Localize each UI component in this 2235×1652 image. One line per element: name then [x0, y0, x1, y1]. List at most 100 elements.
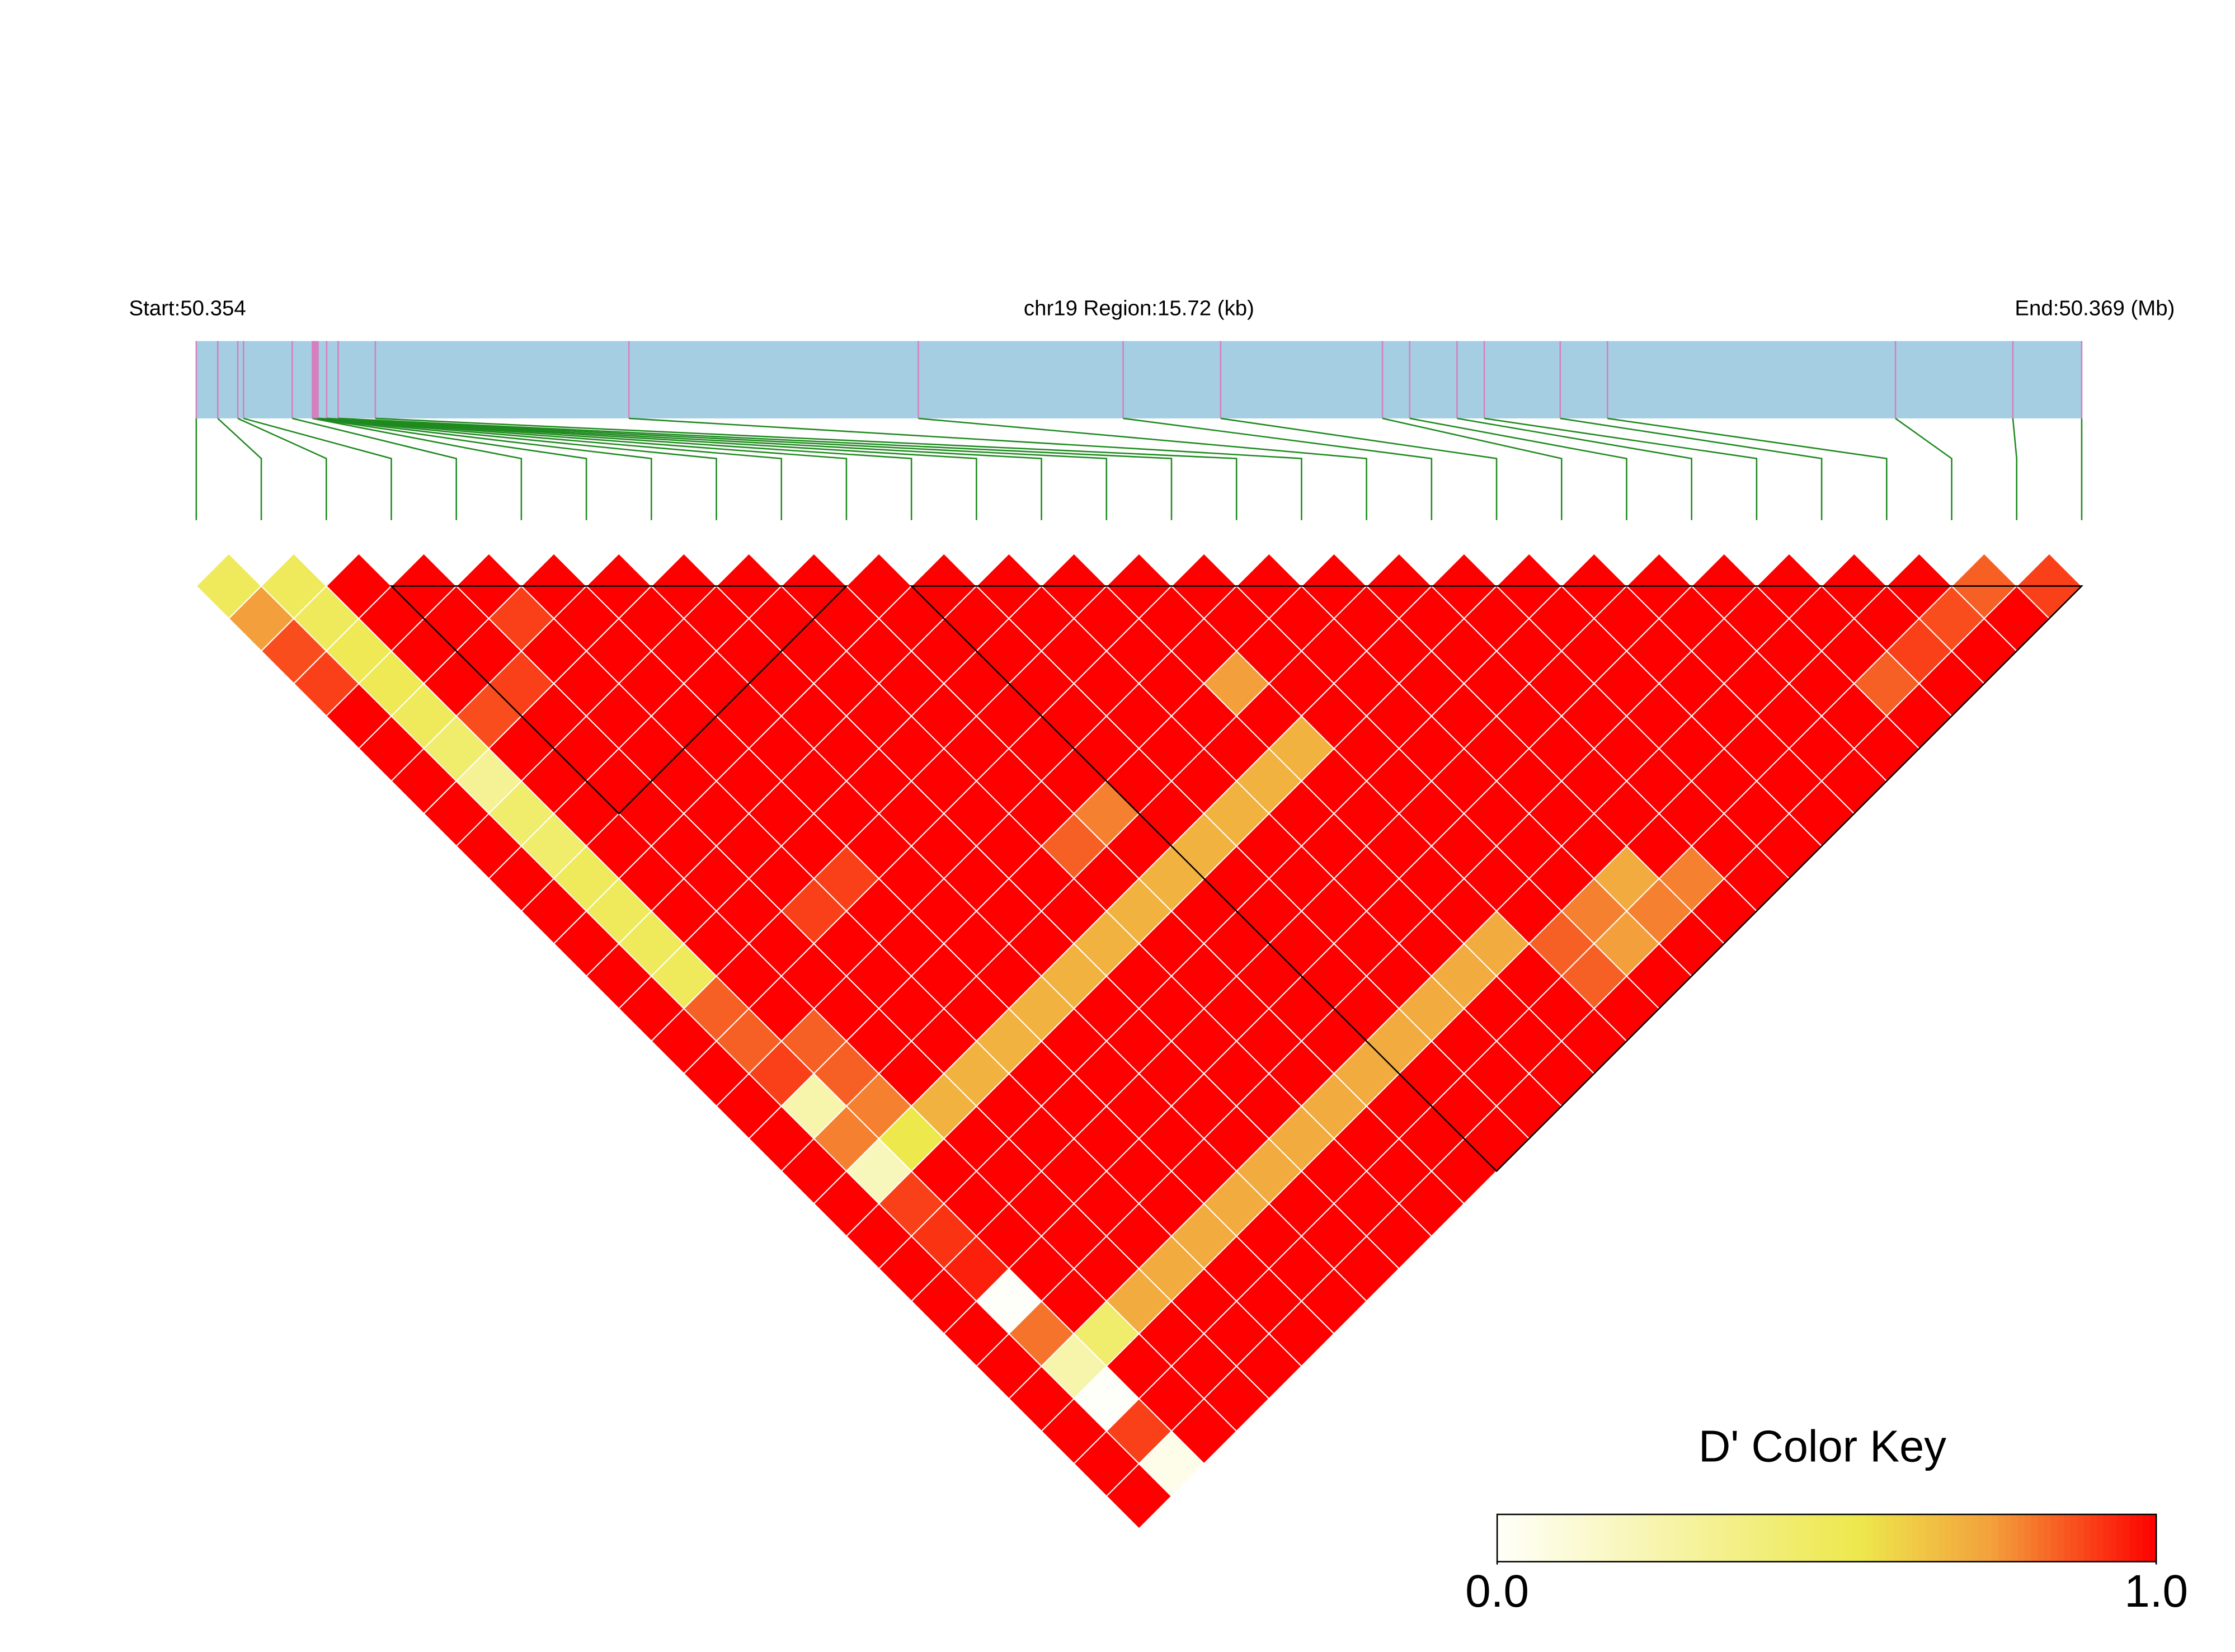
color-key-swatch: [1662, 1514, 1669, 1562]
color-key-swatch: [2090, 1514, 2098, 1562]
snp-connector: [317, 417, 977, 520]
color-key-swatch: [1846, 1514, 1854, 1562]
color-key-swatch: [1635, 1514, 1643, 1562]
color-key-swatch: [1971, 1514, 1979, 1562]
snp-connector: [313, 417, 587, 520]
color-key-swatch: [1734, 1514, 1742, 1562]
snp-connector: [314, 417, 717, 520]
color-key-swatch: [1866, 1514, 1874, 1562]
color-key-swatch: [1767, 1514, 1775, 1562]
color-key-swatch: [1510, 1514, 1518, 1562]
color-key-swatch: [1609, 1514, 1617, 1562]
color-key-swatch: [1794, 1514, 1801, 1562]
color-key-swatch: [2031, 1514, 2039, 1562]
snp-connector: [292, 417, 457, 520]
color-key-swatch: [2110, 1514, 2118, 1562]
snp-connector: [1607, 417, 1888, 520]
color-key-swatch: [1761, 1514, 1768, 1562]
color-key-swatch: [1714, 1514, 1722, 1562]
color-key-swatch: [1965, 1514, 1973, 1562]
snp-connector: [1220, 417, 1498, 520]
color-key-swatch: [1899, 1514, 1907, 1562]
color-key-swatch: [1787, 1514, 1795, 1562]
color-key-swatch: [1642, 1514, 1650, 1562]
snp-connector: [326, 417, 1108, 520]
color-key-swatch: [2103, 1514, 2111, 1562]
color-key-swatch: [1530, 1514, 1537, 1562]
color-key-swatch: [1728, 1514, 1735, 1562]
color-key-swatch: [1820, 1514, 1828, 1562]
color-key-swatch: [1780, 1514, 1788, 1562]
color-key-swatch: [1563, 1514, 1570, 1562]
color-key-swatch: [1892, 1514, 1900, 1562]
color-key-swatch: [2083, 1514, 2091, 1562]
color-key-swatch: [2123, 1514, 2131, 1562]
color-key-swatch: [1984, 1514, 1992, 1562]
color-key-swatch: [1629, 1514, 1636, 1562]
color-key-swatch: [1695, 1514, 1702, 1562]
ld-block: [910, 585, 2084, 1173]
color-key-swatch: [1550, 1514, 1558, 1562]
color-key-swatch: [1556, 1514, 1564, 1562]
color-key-swatch: [1675, 1514, 1683, 1562]
color-key-swatch: [1536, 1514, 1544, 1562]
color-key-swatch: [1951, 1514, 1959, 1562]
color-key-swatch: [1938, 1514, 1946, 1562]
snp-connector: [375, 417, 1238, 520]
color-key-swatch: [1616, 1514, 1623, 1562]
color-key-swatch: [2116, 1514, 2124, 1562]
region-track: [196, 341, 2082, 418]
color-key-swatch: [1503, 1514, 1511, 1562]
color-key-swatch: [1754, 1514, 1762, 1562]
color-key-swatch: [1681, 1514, 1689, 1562]
color-key-swatch: [2044, 1514, 2052, 1562]
snp-connector: [1895, 417, 1952, 520]
color-key-swatch: [1708, 1514, 1715, 1562]
color-key-swatch: [1688, 1514, 1696, 1562]
color-key-swatch: [1773, 1514, 1781, 1562]
snp-connector: [316, 417, 848, 520]
snp-connector: [237, 417, 327, 520]
color-key-swatch: [1905, 1514, 1913, 1562]
color-key-swatch: [1919, 1514, 1926, 1562]
color-key-swatch: [1813, 1514, 1821, 1562]
snp-connector: [243, 417, 392, 520]
legend-title: D' Color Key: [1698, 1422, 1946, 1471]
snp-connector: [1457, 417, 1692, 520]
color-key-swatch: [2024, 1514, 2032, 1562]
color-key-swatch: [1860, 1514, 1867, 1562]
color-key-swatch: [1523, 1514, 1531, 1562]
snp-connector: [315, 417, 783, 520]
color-key-swatch: [1576, 1514, 1584, 1562]
snp-connector: [629, 417, 1302, 520]
snp-connector: [1409, 417, 1627, 520]
color-key-swatch: [1932, 1514, 1940, 1562]
snp-connector: [313, 417, 652, 520]
color-key-swatch: [1958, 1514, 1966, 1562]
color-key-swatch: [2149, 1514, 2157, 1562]
color-key-swatch: [1827, 1514, 1834, 1562]
color-key-swatch: [1839, 1514, 1847, 1562]
snp-connector: [918, 417, 1367, 520]
snp-connector: [312, 417, 523, 520]
color-key-swatch: [1517, 1514, 1524, 1562]
region-label: chr19 Region:15.72 (kb): [1024, 296, 1254, 320]
snp-connector: [1123, 417, 1433, 520]
color-key-swatch: [2038, 1514, 2045, 1562]
color-key-swatch: [2005, 1514, 2012, 1562]
color-key-swatch: [1872, 1514, 1880, 1562]
color-key-swatch: [1701, 1514, 1709, 1562]
color-key-swatch: [1543, 1514, 1551, 1562]
color-key-swatch: [1649, 1514, 1656, 1562]
color-key-swatch: [1668, 1514, 1676, 1562]
color-key-swatch: [2136, 1514, 2144, 1562]
color-key-swatch: [1596, 1514, 1603, 1562]
start-label: Start:50.354: [129, 296, 246, 320]
color-key-swatch: [1806, 1514, 1814, 1562]
color-key-swatch: [1925, 1514, 1933, 1562]
color-key-swatch: [2050, 1514, 2058, 1562]
snp-connector: [1484, 417, 1758, 520]
color-key-swatch: [2143, 1514, 2151, 1562]
color-key-swatch: [1497, 1514, 1504, 1562]
